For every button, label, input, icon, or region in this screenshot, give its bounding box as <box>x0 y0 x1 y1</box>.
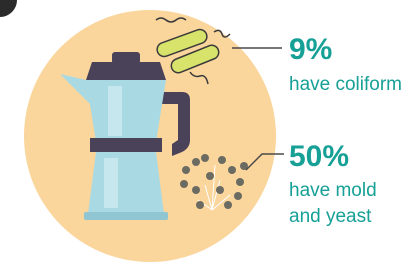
stat-label: have coliform <box>289 74 402 95</box>
infographic: 9% have coliform 50% have mold and yeast <box>0 0 413 263</box>
stat-label: have mold <box>289 180 377 201</box>
stat-value: 9% <box>289 33 332 66</box>
stat-value: 50% <box>289 140 349 173</box>
stat-label: and yeast <box>289 206 372 227</box>
corner-badge <box>0 0 17 17</box>
